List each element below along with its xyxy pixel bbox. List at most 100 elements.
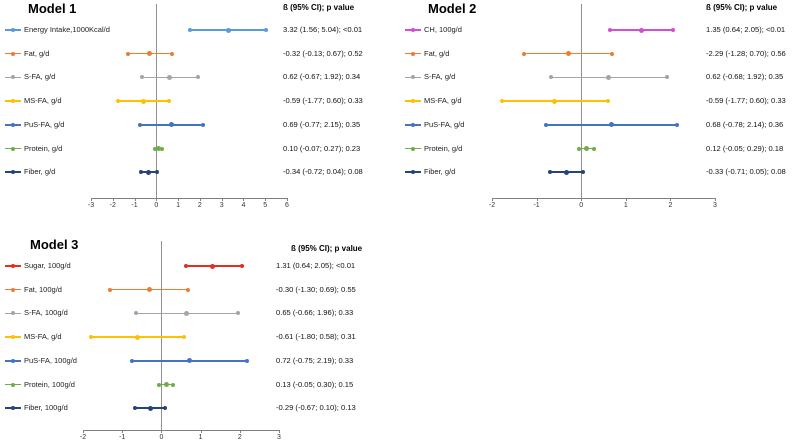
axis-tick-label: 2 — [237, 434, 242, 441]
series-marker-dot-icon — [11, 382, 15, 387]
ci-high-cap-dot — [592, 146, 597, 151]
forest-plot-area: -2 -1 0 1 2 3 Sugar, 100g/d 1.31 (0.64; 2.05); … — [0, 235, 400, 447]
axis-tick — [492, 198, 493, 201]
series-label: Sugar, 100g/d — [24, 261, 71, 270]
ci-low-cap-dot — [576, 146, 581, 151]
axis-tick — [83, 430, 84, 433]
axis-tick-label: -2 — [488, 202, 496, 209]
effect-value: 0.12 (-0.05; 0.29); 0.18 — [706, 143, 784, 153]
estimate-dot — [168, 122, 174, 128]
series-marker-dot-icon — [11, 146, 15, 151]
effect-value: -0.32 (-0.13; 0.67); 0.52 — [283, 48, 363, 58]
series-label: MS-FA, g/d — [24, 332, 62, 342]
effect-value: 1.31 (0.64; 2.05); <0.01 — [276, 261, 356, 270]
axis-tick-label: 3 — [713, 202, 717, 209]
forest-plot-area: -3 -2 -1 0 1 2 3 4 5 6 Energy Intake,1000Kcal/d 3.3… — [0, 0, 400, 228]
ci-high-cap-dot — [245, 358, 250, 363]
axis-tick-label: 3 — [219, 202, 224, 209]
series-label: S-FA, 100g/d — [24, 308, 68, 318]
x-axis — [91, 198, 287, 199]
series-marker-dot-icon — [11, 75, 15, 80]
series-label: Energy Intake,1000Kcal/d — [24, 25, 110, 34]
x-axis — [83, 430, 279, 431]
series-marker-dot-icon — [11, 406, 15, 411]
axis-tick-label: -2 — [109, 202, 116, 209]
series-label: Fat, g/d — [24, 48, 50, 58]
axis-tick-label: -1 — [119, 434, 126, 441]
estimate-dot — [609, 122, 615, 128]
axis-tick — [536, 198, 538, 201]
axis-tick-label: -3 — [87, 202, 95, 209]
ci-low-cap-dot — [500, 99, 505, 104]
series-marker-dot-icon — [11, 264, 15, 268]
series-label: Protein, 100g/d — [24, 379, 75, 389]
ci-high-cap-dot — [155, 170, 160, 175]
estimate-dot — [184, 310, 190, 316]
effect-value: 0.62 (-0.67; 1.92); 0.34 — [283, 72, 361, 82]
effect-column-header: ß (95% CI); p value — [706, 3, 778, 12]
series-label: Fiber, g/d — [24, 167, 56, 177]
ci-high-cap-dot — [264, 28, 269, 32]
axis-tick — [200, 430, 202, 433]
axis-tick — [670, 198, 672, 201]
axis-tick — [122, 430, 124, 433]
forest-plot-area: -2 -1 0 1 2 3 CH, 100g/d 1.35 (0.64; 2.05); <0.… — [400, 0, 800, 228]
ci-high-cap-dot — [664, 75, 669, 80]
axis-tick — [239, 430, 241, 433]
estimate-dot — [552, 98, 558, 104]
series-label: Fat, 100g/d — [24, 284, 62, 294]
axis-tick — [243, 198, 245, 201]
series-marker-dot-icon — [411, 99, 415, 104]
estimate-dot — [210, 263, 216, 269]
estimate-dot — [638, 27, 644, 33]
ci-high-cap-dot — [171, 382, 176, 387]
axis-tick — [715, 198, 716, 201]
effect-value: 3.32 (1.56; 5.04); <0.01 — [283, 25, 363, 34]
axis-tick-label: 1 — [198, 434, 203, 441]
estimate-dot — [187, 358, 193, 364]
series-marker-dot-icon — [411, 51, 415, 56]
effect-value: 0.69 (-0.77; 2.15); 0.35 — [283, 119, 361, 129]
series-marker-dot-icon — [11, 311, 15, 316]
effect-value: -0.59 (-1.77; 0.60); 0.33 — [706, 96, 786, 106]
effect-value: 0.13 (-0.05; 0.30); 0.15 — [276, 379, 354, 389]
ci-high-cap-dot — [605, 99, 610, 104]
axis-tick — [156, 198, 158, 201]
effect-value: -0.33 (-0.71; 0.05); 0.08 — [706, 167, 786, 177]
estimate-dot — [156, 146, 161, 151]
forest-panel-model-2: Model 2 ß (95% CI); p value -2 -1 0 1 2 3 CH, … — [400, 0, 800, 228]
axis-tick — [279, 430, 280, 433]
estimate-dot — [147, 405, 153, 411]
axis-tick — [287, 198, 288, 201]
axis-tick-label: 2 — [197, 202, 202, 209]
axis-tick — [178, 198, 180, 201]
estimate-dot — [147, 287, 153, 293]
series-marker-dot-icon — [11, 51, 15, 56]
ci-high-cap-dot — [160, 146, 165, 151]
ci-high-cap-dot — [169, 51, 174, 56]
series-marker-dot-icon — [11, 287, 15, 292]
effect-value: -0.30 (-1.30; 0.69); 0.55 — [276, 284, 356, 294]
effect-value: -0.29 (-0.67; 0.10); 0.13 — [276, 403, 356, 413]
axis-tick-label: -2 — [79, 434, 87, 441]
series-label: PuS-FA, g/d — [24, 119, 65, 129]
estimate-dot — [226, 27, 232, 33]
ci-high-cap-dot — [239, 264, 244, 268]
ci-low-cap-dot — [152, 146, 157, 151]
estimate-dot — [563, 169, 569, 175]
series-label: Protein, g/d — [24, 143, 63, 153]
ci-high-cap-dot — [610, 51, 615, 56]
ci-low-cap-dot — [139, 75, 144, 80]
ci-low-cap-dot — [184, 264, 189, 268]
ci-high-cap-dot — [236, 311, 241, 316]
ci-low-cap-dot — [115, 99, 120, 104]
axis-tick — [265, 198, 267, 201]
axis-tick-label: 3 — [277, 434, 281, 441]
series-marker-dot-icon — [411, 122, 415, 127]
effect-value: 0.72 (-0.75; 2.19); 0.33 — [276, 355, 354, 365]
axis-tick-label: 6 — [285, 202, 289, 209]
forest-panel-model-1: Model 1 ß (95% CI); p value -3 -2 -1 0 1 2 3 4 5… — [0, 0, 400, 228]
series-label: Protein, g/d — [424, 143, 463, 153]
axis-tick-label: 4 — [241, 202, 246, 209]
